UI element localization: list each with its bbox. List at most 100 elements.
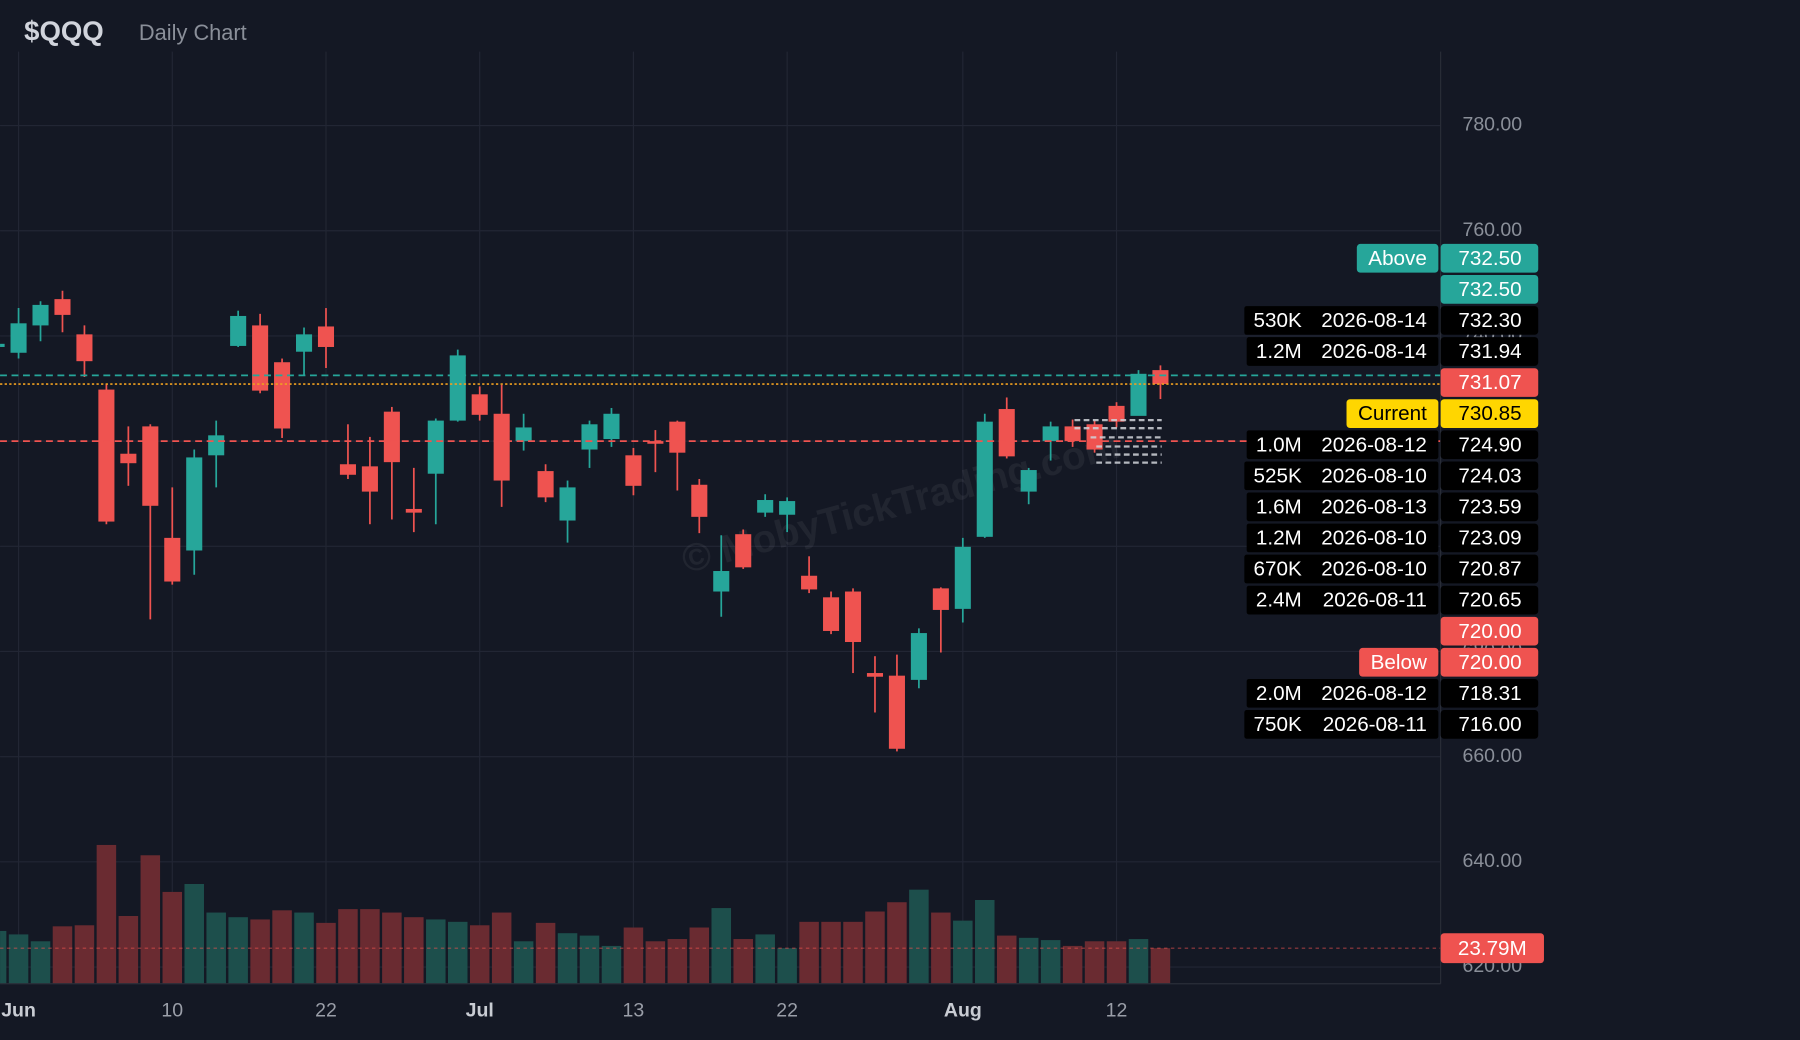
price-tag	[1440, 647, 1539, 677]
candle-body	[0, 343, 5, 347]
price-tag	[1440, 243, 1539, 273]
candle-body	[1020, 470, 1037, 492]
candle-body	[932, 588, 949, 610]
candle-body	[252, 325, 269, 391]
candle-body	[581, 424, 598, 450]
price-tag-value: 731.07	[1458, 371, 1521, 394]
price-tag-value: 731.94	[1458, 340, 1521, 363]
volume-bar	[162, 891, 183, 984]
volume-bar	[557, 933, 578, 984]
candle-body	[405, 508, 422, 513]
candle-body	[1042, 426, 1059, 442]
volume-bar	[821, 921, 841, 984]
candle-body	[801, 575, 818, 590]
candle-body	[515, 427, 532, 442]
candle-body	[383, 411, 400, 463]
order-tag	[1246, 337, 1439, 366]
y-tick-label: 760.00	[1462, 219, 1522, 241]
candle-body	[779, 501, 796, 515]
x-tick-label: Jun	[1, 999, 36, 1021]
volume-marker-label: 23.79M	[1458, 937, 1527, 960]
candle-body	[844, 591, 862, 643]
price-tag-value: 720.65	[1458, 589, 1521, 612]
candle-body	[954, 546, 971, 609]
candle-body	[1064, 426, 1081, 442]
candle-body	[230, 315, 247, 346]
candle-body	[449, 355, 466, 421]
price-tag	[1440, 523, 1539, 553]
candle-body	[98, 389, 115, 522]
y-tick-label: 660.00	[1462, 745, 1522, 767]
order-tag-date: 2026-08-12	[1321, 682, 1427, 705]
chart-title: $QQQ	[24, 16, 104, 47]
volume-bar	[953, 920, 973, 984]
x-tick-label: 22	[315, 999, 337, 1021]
x-tick-label: Aug	[944, 999, 982, 1021]
volume-bar	[887, 902, 907, 984]
price-tag-value: 720.00	[1458, 620, 1521, 643]
price-tag	[1440, 585, 1539, 615]
candle-body	[823, 597, 840, 631]
candle-body	[691, 484, 708, 517]
volume-bar	[931, 912, 951, 984]
order-tag	[1244, 461, 1439, 491]
candle-body	[295, 334, 313, 352]
order-tag-date: 2026-08-11	[1323, 713, 1427, 736]
price-tag	[1440, 461, 1539, 491]
order-tag-date: 2026-08-10	[1321, 464, 1427, 487]
x-tick-label: 12	[1106, 999, 1128, 1021]
order-tag	[1246, 523, 1439, 553]
candle-body	[186, 457, 203, 551]
candle-body	[317, 326, 335, 347]
order-tag-volume: 1.6M	[1256, 495, 1302, 518]
candle-body	[998, 409, 1015, 457]
candle-body	[120, 453, 137, 464]
price-tag-value: 718.31	[1458, 682, 1521, 705]
volume-bar	[30, 941, 51, 984]
label-tag	[1356, 243, 1439, 273]
price-tag	[1440, 616, 1539, 646]
volume-marker-tag	[1440, 933, 1544, 964]
candle-body	[866, 673, 884, 677]
candle-body	[1152, 370, 1169, 385]
y-tick-label: 780.00	[1462, 114, 1522, 136]
volume-bar	[996, 935, 1017, 984]
order-tag-volume: 1.0M	[1256, 433, 1302, 456]
candle-body	[559, 487, 576, 521]
order-tag	[1244, 710, 1439, 739]
x-tick-label: Jul	[466, 999, 494, 1021]
volume-bar	[0, 930, 7, 984]
candle-body	[76, 334, 93, 362]
order-markers	[1074, 418, 1162, 464]
order-tag-date: 2026-08-11	[1323, 589, 1427, 612]
volume-bar	[404, 917, 424, 984]
order-tag-volume: 1.2M	[1256, 340, 1302, 363]
price-tag-value: 732.50	[1458, 278, 1521, 301]
candle-body	[142, 426, 159, 506]
volume-bar	[184, 883, 204, 984]
volume-bar	[711, 908, 732, 984]
volume-bar	[469, 925, 490, 984]
order-tag-volume: 2.0M	[1256, 682, 1302, 705]
candle-body	[910, 633, 927, 680]
volume-pane	[0, 844, 1171, 984]
label-tag-text: Below	[1371, 651, 1427, 674]
order-tag-date: 2026-08-13	[1321, 495, 1427, 518]
volume-bar	[667, 939, 688, 984]
volume-bar	[338, 909, 358, 984]
volume-bar	[1084, 941, 1105, 984]
candle-body	[471, 394, 488, 415]
volume-bar	[733, 939, 753, 984]
order-tag	[1244, 554, 1439, 584]
volume-bar	[1018, 937, 1039, 984]
volume-bar	[601, 945, 622, 984]
volume-bar	[799, 921, 819, 984]
price-tag	[1440, 337, 1539, 366]
candle-body	[735, 534, 752, 568]
volume-bar	[909, 889, 929, 984]
candle-body	[669, 421, 686, 453]
volume-bar	[535, 922, 556, 984]
price-tag	[1440, 678, 1539, 708]
levels	[0, 374, 1441, 949]
